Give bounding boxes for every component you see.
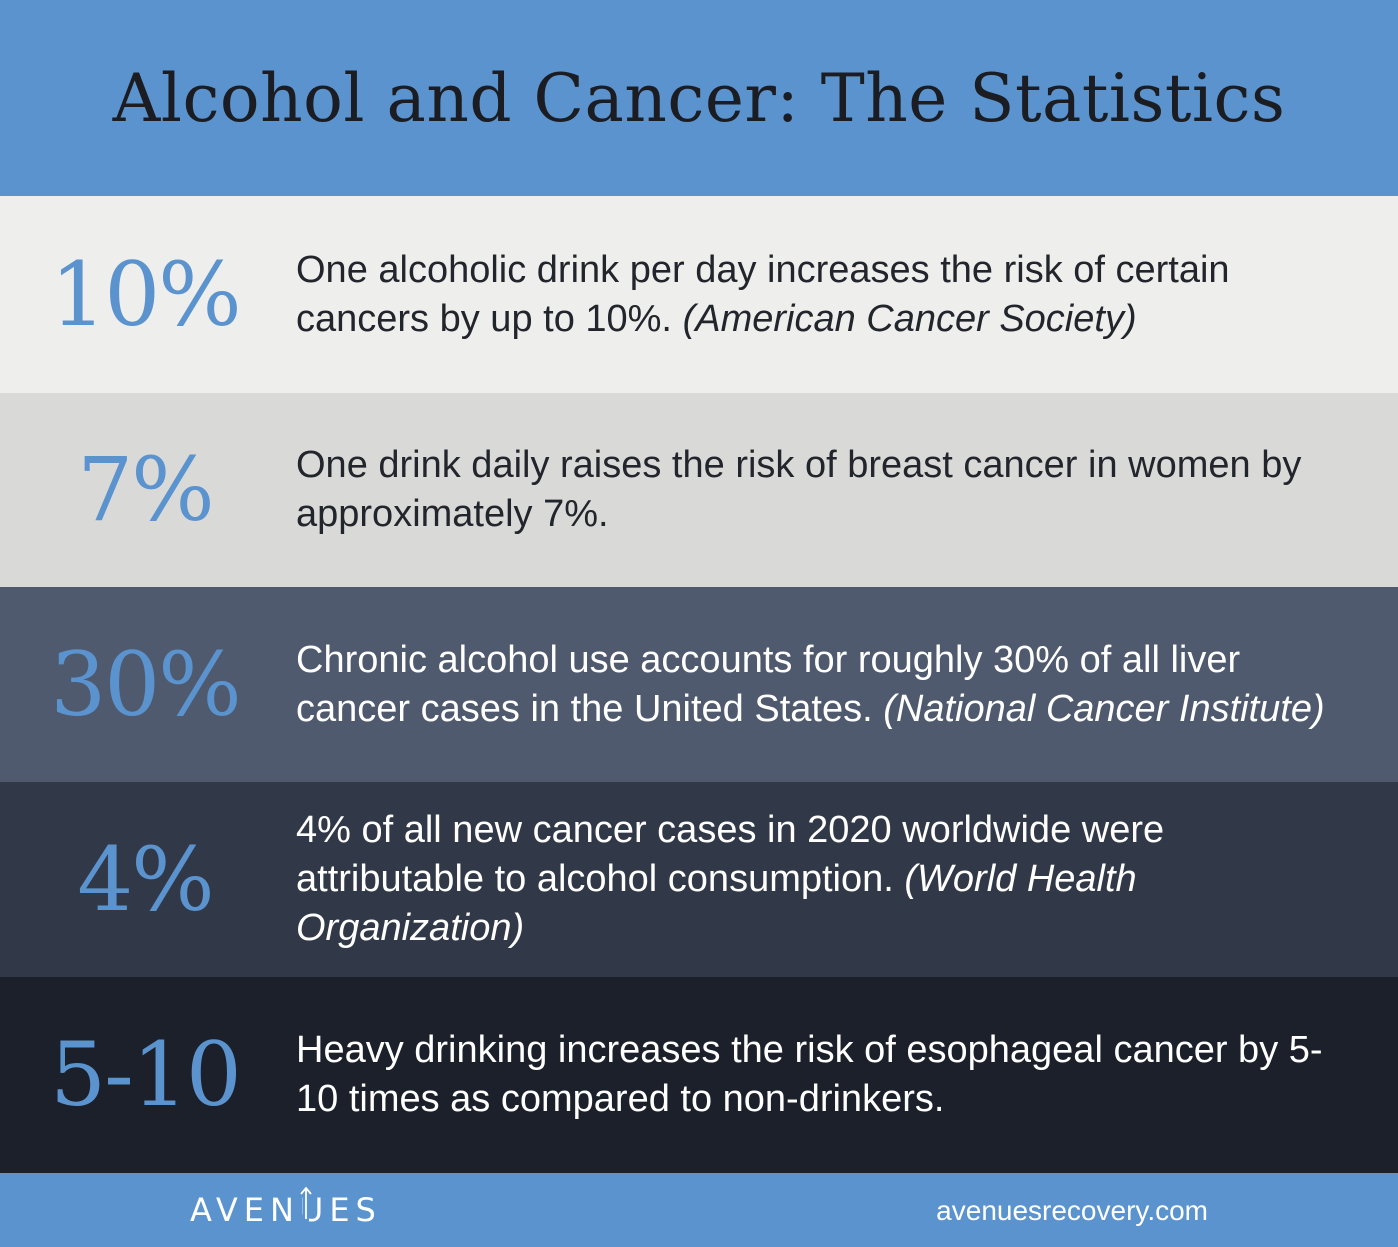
stat-row-1: 10% One alcoholic drink per day increase… xyxy=(0,196,1398,393)
stat-value: 10% xyxy=(50,242,242,346)
stat-row-5: 5-10 Heavy drinking increases the risk o… xyxy=(0,977,1398,1173)
footer-bar: AVENUES avenuesrecovery.com xyxy=(0,1173,1398,1247)
stat-row-2: 7% One drink daily raises the risk of br… xyxy=(0,393,1398,587)
stat-value: 30% xyxy=(50,632,242,736)
stat-text: Chronic alcohol use accounts for roughly… xyxy=(296,638,1241,730)
stat-source: (American Cancer Society) xyxy=(682,297,1137,340)
stat-value: 4% xyxy=(77,827,215,931)
stat-description: 4% of all new cancer cases in 2020 world… xyxy=(290,806,1398,953)
stat-source: (National Cancer Institute) xyxy=(883,687,1325,730)
stat-description: Chronic alcohol use accounts for roughly… xyxy=(290,636,1398,734)
stat-description: Heavy drinking increases the risk of eso… xyxy=(290,1026,1398,1124)
stat-value: 5-10 xyxy=(50,1023,242,1126)
website-link[interactable]: avenuesrecovery.com xyxy=(936,1195,1208,1226)
brand-logo: AVENUES xyxy=(190,1191,382,1229)
stat-row-3: 30% Chronic alcohol use accounts for rou… xyxy=(0,587,1398,782)
stat-row-4: 4% 4% of all new cancer cases in 2020 wo… xyxy=(0,782,1398,977)
stat-text: 4% of all new cancer cases in 2020 world… xyxy=(296,809,1165,900)
stat-value: 7% xyxy=(77,438,215,541)
logo-arrow-icon xyxy=(300,1186,312,1221)
stat-description: One drink daily raises the risk of breas… xyxy=(290,441,1398,539)
stat-text: One alcoholic drink per day increases th… xyxy=(296,248,1230,340)
page-title: Alcohol and Cancer: The Statistics xyxy=(112,59,1286,137)
stat-description: One alcoholic drink per day increases th… xyxy=(290,246,1398,344)
header-banner: Alcohol and Cancer: The Statistics xyxy=(0,0,1398,196)
stat-text: One drink daily raises the risk of breas… xyxy=(296,444,1302,535)
stat-text: Heavy drinking increases the risk of eso… xyxy=(296,1029,1323,1120)
stat-source: (World Health Organization) xyxy=(296,858,1137,949)
